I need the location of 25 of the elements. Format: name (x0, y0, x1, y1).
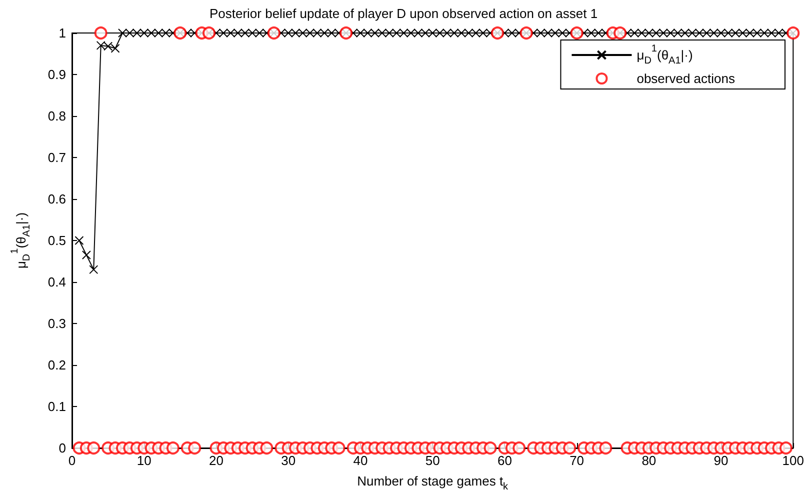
legend-label: observed actions (636, 71, 736, 86)
x-tick-label: 30 (281, 453, 296, 468)
y-tick-label: 0.9 (48, 67, 66, 82)
y-tick-label: 0.7 (48, 150, 66, 165)
x-tick-label: 10 (136, 453, 152, 468)
y-axis-title: μD1(θA1|·) (10, 212, 32, 269)
y-tick-label: 0.3 (48, 316, 66, 331)
x-tick-label: 70 (570, 453, 584, 468)
y-tick-label: 1 (58, 26, 66, 40)
x-tick-label: 100 (782, 453, 804, 468)
x-tick-label: 40 (353, 453, 368, 468)
x-tick-label: 20 (208, 453, 224, 468)
y-tick-label: 0.4 (48, 274, 66, 290)
chart-title: Posterior belief update of player D upon observed action on asset 1 (209, 6, 598, 21)
x-tick-label: 90 (714, 453, 728, 468)
y-tick-label: 0.8 (48, 108, 66, 124)
y-tick-label: 0 (58, 440, 66, 456)
y-tick-label: 0.1 (48, 399, 66, 414)
x-tick-label: 60 (497, 453, 512, 468)
y-tick-label: 0.2 (48, 358, 66, 372)
y-tick-label: 0.6 (48, 192, 66, 206)
x-tick-label: 0 (68, 453, 76, 468)
x-tick-label: 50 (425, 453, 440, 468)
y-tick-label: 0.5 (48, 233, 66, 248)
x-tick-label: 80 (642, 453, 656, 468)
